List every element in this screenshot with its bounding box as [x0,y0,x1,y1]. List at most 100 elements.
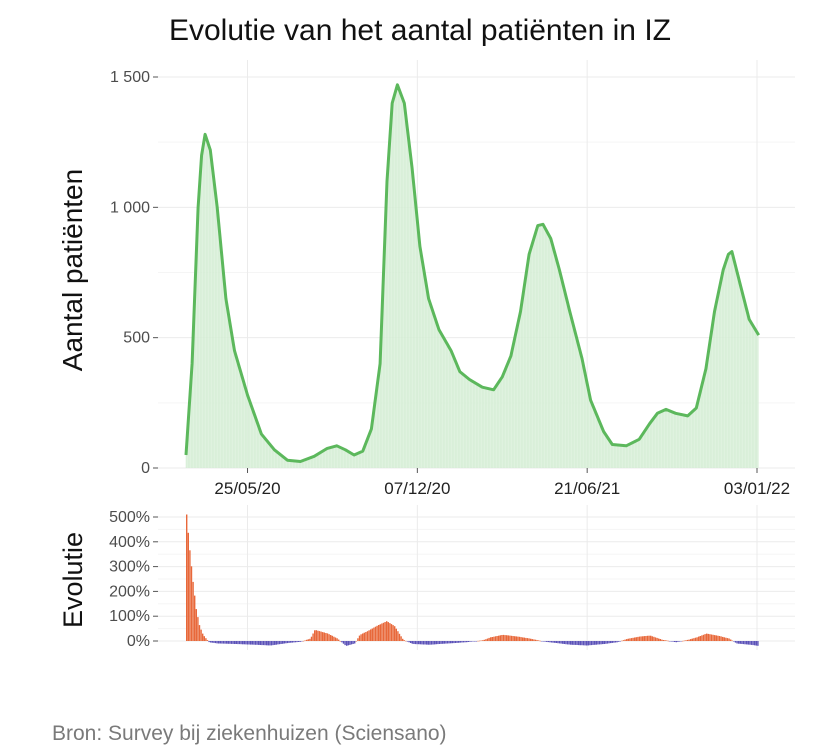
evolution-bar [661,639,663,641]
evolution-bar [448,641,450,644]
evolution-bar [235,641,237,644]
evolution-bar [701,635,703,641]
evolution-bar [616,641,618,643]
evolution-bar [461,641,463,643]
evolution-bar [587,641,589,646]
evolution-bar [378,625,380,641]
evolution-bar [318,631,321,641]
evolution-bar [640,636,642,641]
evolution-bar [650,635,652,641]
evolution-bar [664,640,666,641]
evolution-bar [720,636,722,641]
evolution-bar [234,641,236,644]
evolution-bar [445,641,447,644]
source-caption: Bron: Survey bij ziekenhuizen (Sciensano… [52,722,447,745]
evolution-bar [408,641,410,643]
evolution-bar [210,641,212,643]
evolution-bar [680,641,682,642]
evolution-bar [450,641,452,644]
evolution-bar [488,637,490,641]
patients-area [186,84,759,469]
evolution-bar [534,639,537,641]
evolution-bar [299,641,301,642]
evolution-bar [354,641,356,644]
evolution-bar [483,639,485,641]
evolution-bar [334,637,337,641]
evolution-bar [531,639,533,641]
evolution-bar [382,622,385,641]
evolution-bar [374,626,377,641]
evolution-bar [418,641,420,645]
evolution-bar [574,641,577,645]
evolution-bar [459,641,461,643]
evolution-bar [360,634,362,641]
evolution-bar [610,641,612,644]
evolution-bar [357,638,359,641]
evolution-bar [302,640,305,642]
evolution-bar [373,627,375,641]
evolution-bar [702,634,705,641]
evolution-bar [592,641,594,645]
evolution-bar [510,635,513,641]
evolution-bar [307,639,309,641]
evolution-bar [477,640,479,642]
evolution-bar [725,637,727,641]
evolution-bar [237,641,239,645]
evolution-bar [218,641,220,644]
evolution-bar [251,641,253,645]
evolution-bar [282,641,284,644]
evolution-bar [579,641,581,646]
top-panel-series [184,83,760,469]
evolution-bar [619,641,621,642]
bottom-panel-axes: 0% 100% 200% 300% 400% 500% [109,509,158,650]
bottom-y-tick-label: 300% [109,559,150,576]
evolution-bar [694,637,697,641]
evolution-bar [686,639,689,641]
evolution-bar [707,633,709,641]
patients-line [184,83,760,463]
evolution-bar [539,640,541,642]
evolution-bar [323,632,325,641]
evolution-bar [594,641,596,645]
evolution-bar [526,638,529,641]
evolution-bar [499,635,501,641]
evolution-bar [362,633,364,641]
evolution-bar [475,641,477,642]
evolution-bar [733,641,735,642]
evolution-bar [200,629,202,641]
evolution-bar [400,636,402,641]
evolution-bar [643,636,645,641]
evolution-bar [546,641,548,642]
evolution-bar [498,635,500,641]
evolution-bar [578,641,580,646]
evolution-bar [629,638,631,641]
evolution-bar [667,640,669,642]
evolution-bar [453,641,455,644]
evolution-bar [186,514,188,641]
evolution-bar [245,641,247,645]
evolution-bar [422,641,425,645]
evolution-bar [214,641,217,644]
evolution-bar [387,622,389,641]
top-y-axis-title: Aantal patiënten [57,169,88,371]
evolution-bar [331,635,333,641]
evolution-bar [565,641,567,645]
evolution-bar [288,641,290,643]
evolution-bar [344,641,346,646]
evolution-bar [560,641,562,644]
evolution-bar [229,641,231,644]
evolution-bar [706,633,708,641]
evolution-bar [723,637,725,641]
evolution-bar [670,641,673,642]
chart-title: Evolutie van het aantal patiënten in IZ [168,14,671,47]
evolution-bar [381,623,383,641]
evolution-bar [208,641,210,643]
evolution-bar [675,641,677,643]
evolution-bar [285,641,287,644]
evolution-bar [501,635,503,641]
evolution-bar [683,640,685,642]
evolution-bar [659,639,661,641]
evolution-bar [386,621,388,641]
top-x-tick-label: 25/05/20 [214,479,280,498]
evolution-bar [584,641,586,646]
